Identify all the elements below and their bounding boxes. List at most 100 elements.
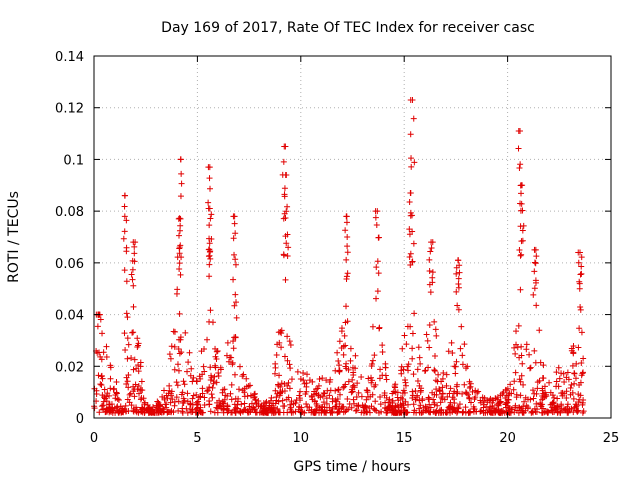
data-point xyxy=(520,403,527,410)
data-point xyxy=(372,398,379,405)
data-point xyxy=(576,325,583,332)
data-point xyxy=(212,364,219,371)
data-point xyxy=(184,368,191,375)
data-point xyxy=(375,270,382,277)
data-point xyxy=(340,403,347,410)
data-point xyxy=(343,273,350,280)
data-point xyxy=(399,345,406,352)
data-point xyxy=(167,355,174,362)
data-point xyxy=(102,409,109,416)
data-point xyxy=(213,379,220,386)
data-point xyxy=(300,377,307,384)
data-point xyxy=(517,127,524,134)
data-point xyxy=(206,318,213,325)
data-point xyxy=(347,345,354,352)
data-point xyxy=(439,395,446,402)
data-point xyxy=(373,221,380,228)
data-point xyxy=(232,261,239,268)
data-point xyxy=(344,396,351,403)
data-point xyxy=(205,253,212,260)
data-point xyxy=(283,240,290,247)
data-point xyxy=(570,395,577,402)
data-point xyxy=(519,207,526,214)
data-point xyxy=(548,401,555,408)
data-point xyxy=(170,409,177,416)
data-point xyxy=(564,401,571,408)
data-point xyxy=(402,398,409,405)
data-point xyxy=(527,364,534,371)
data-point xyxy=(166,351,173,358)
data-point xyxy=(109,409,116,416)
ticks-layer xyxy=(93,55,612,419)
data-point xyxy=(230,338,237,345)
data-point xyxy=(179,389,186,396)
data-point xyxy=(384,408,391,415)
data-point xyxy=(284,203,291,210)
data-point xyxy=(130,408,137,415)
data-point xyxy=(281,143,288,150)
data-point xyxy=(105,401,112,408)
data-point xyxy=(231,302,238,309)
data-point xyxy=(527,396,534,403)
data-point xyxy=(113,379,120,386)
data-point xyxy=(431,318,438,325)
data-point xyxy=(352,352,359,359)
data-point xyxy=(398,363,405,370)
data-point xyxy=(285,394,292,401)
data-point xyxy=(177,193,184,200)
data-point xyxy=(167,399,174,406)
data-point xyxy=(429,269,436,276)
data-point xyxy=(389,397,396,404)
data-point xyxy=(177,222,184,229)
data-point xyxy=(454,257,461,264)
data-point xyxy=(223,352,230,359)
data-point xyxy=(417,360,424,367)
data-point xyxy=(308,406,315,413)
data-point xyxy=(425,396,432,403)
data-point xyxy=(180,378,187,385)
data-point xyxy=(135,340,142,347)
data-point xyxy=(326,392,333,399)
data-point xyxy=(233,299,240,306)
data-point xyxy=(99,375,106,382)
data-point xyxy=(550,400,557,407)
data-point xyxy=(327,387,334,394)
data-point xyxy=(511,378,518,385)
data-point xyxy=(403,341,410,348)
data-point xyxy=(576,285,583,292)
data-point xyxy=(344,249,351,256)
data-point xyxy=(213,404,220,411)
data-point xyxy=(313,400,320,407)
data-point xyxy=(454,408,461,415)
data-point xyxy=(578,359,585,366)
data-point xyxy=(176,215,183,222)
data-point xyxy=(229,361,236,368)
data-point xyxy=(570,409,577,416)
data-point xyxy=(176,244,183,251)
data-point xyxy=(287,404,294,411)
data-point xyxy=(176,250,183,257)
data-point xyxy=(426,256,433,263)
data-point xyxy=(246,403,253,410)
y-tick-label: 0.1 xyxy=(63,153,84,168)
data-point xyxy=(518,372,525,379)
data-point xyxy=(266,402,273,409)
data-point xyxy=(313,407,320,414)
data-point xyxy=(239,387,246,394)
data-point xyxy=(407,190,414,197)
data-point xyxy=(348,404,355,411)
data-point xyxy=(537,359,544,366)
data-point xyxy=(571,404,578,411)
data-point xyxy=(128,271,135,278)
data-point xyxy=(575,344,582,351)
data-point xyxy=(376,375,383,382)
data-point xyxy=(123,310,130,317)
data-point xyxy=(492,409,499,416)
data-point xyxy=(519,227,526,234)
data-point xyxy=(97,381,104,388)
data-point xyxy=(236,363,243,370)
data-point xyxy=(515,145,522,152)
data-point xyxy=(463,390,470,397)
data-point xyxy=(168,343,175,350)
